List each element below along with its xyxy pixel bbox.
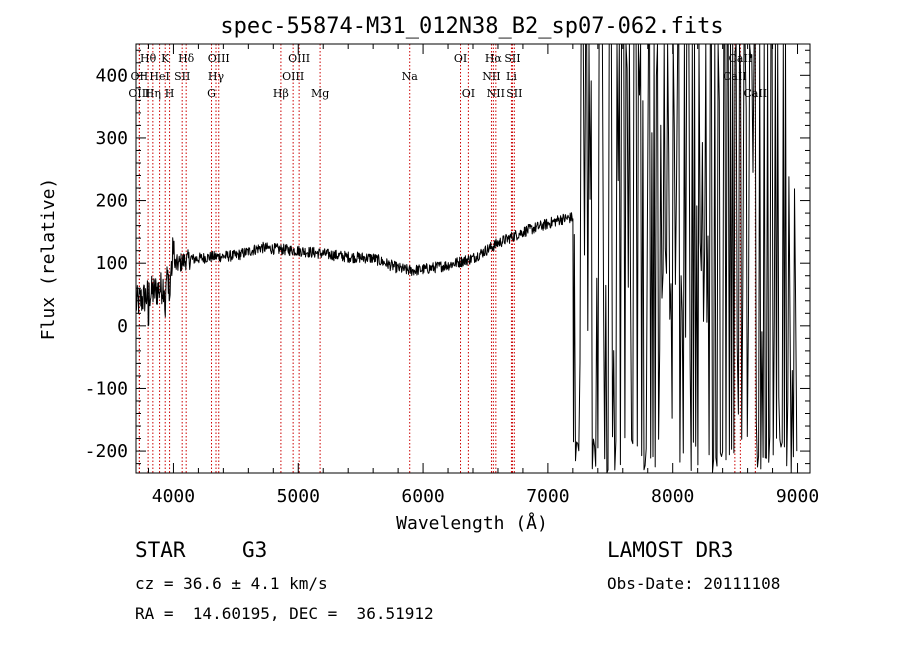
survey-name: LAMOST DR3 (607, 538, 734, 562)
marker-label: CaII (723, 70, 747, 83)
y-tick-label: -200 (85, 441, 128, 462)
marker-label: SII (174, 70, 190, 83)
marker-label: OIII (282, 70, 304, 83)
marker-label: OIII (208, 52, 230, 65)
y-axis-label: Flux (relative) (38, 178, 59, 341)
marker-label: H (165, 87, 175, 100)
marker-label: Mg (311, 87, 329, 100)
marker-label: CaII (743, 87, 767, 100)
marker-label: OI (454, 52, 467, 65)
marker-labels: Hθ OII OIII K HeI Hη SII H Hδ OIII Hγ G OIII OIII Hβ Mg… (128, 52, 767, 100)
y-tick-label: 400 (95, 65, 128, 86)
marker-label: G (207, 87, 216, 100)
marker-label: HeI (149, 70, 169, 83)
x-tick-label: 6000 (401, 486, 444, 507)
x-tick-label: 9000 (776, 486, 819, 507)
x-tick-label: 7000 (526, 486, 569, 507)
marker-label: NII (482, 70, 500, 83)
marker-label: Hα (485, 52, 503, 65)
spectrum-line (135, 43, 798, 474)
marker-label: Hβ (273, 87, 289, 100)
marker-label: OII (131, 70, 149, 83)
marker-label: OI (462, 87, 475, 100)
x-axis-label: Wavelength (Å) (396, 512, 548, 534)
marker-label: CaII (729, 52, 753, 65)
y-tick-label: 200 (95, 191, 128, 212)
marker-label: Na (402, 70, 419, 83)
y-tick-label: 100 (95, 253, 128, 274)
marker-label: OIII (128, 87, 150, 100)
y-tick-label: 0 (117, 316, 128, 337)
marker-label: Hη (145, 87, 161, 100)
chart-title: spec-55874-M31_012N38_B2_sp07-062.fits (220, 14, 723, 39)
y-tick-label: 300 (95, 128, 128, 149)
marker-label: NII (487, 87, 505, 100)
axis-ticks: 4000 5000 6000 7000 8000 9000 -200 -100 0 100 200 3… (85, 44, 819, 507)
redshift-cz: cz = 36.6 ± 4.1 km/s (135, 574, 328, 593)
coordinates: RA = 14.60195, DEC = 36.51912 (135, 604, 434, 623)
line-markers (138, 44, 756, 473)
marker-label: Hγ (208, 70, 225, 83)
x-tick-label: 4000 (152, 486, 195, 507)
x-tick-label: 5000 (277, 486, 320, 507)
marker-label: Hθ (140, 52, 157, 65)
marker-label: SII (504, 52, 520, 65)
marker-label: OIII (288, 52, 310, 65)
marker-label: K (161, 52, 170, 65)
y-tick-label: -100 (85, 378, 128, 399)
object-subclass: G3 (242, 538, 268, 562)
x-tick-label: 8000 (651, 486, 694, 507)
object-class: STAR (135, 538, 186, 562)
marker-label: Li (506, 70, 517, 83)
marker-label: SII (506, 87, 522, 100)
marker-label: Hδ (178, 52, 195, 65)
spectrum-series (135, 43, 798, 474)
observation-date: Obs-Date: 20111108 (607, 574, 781, 593)
